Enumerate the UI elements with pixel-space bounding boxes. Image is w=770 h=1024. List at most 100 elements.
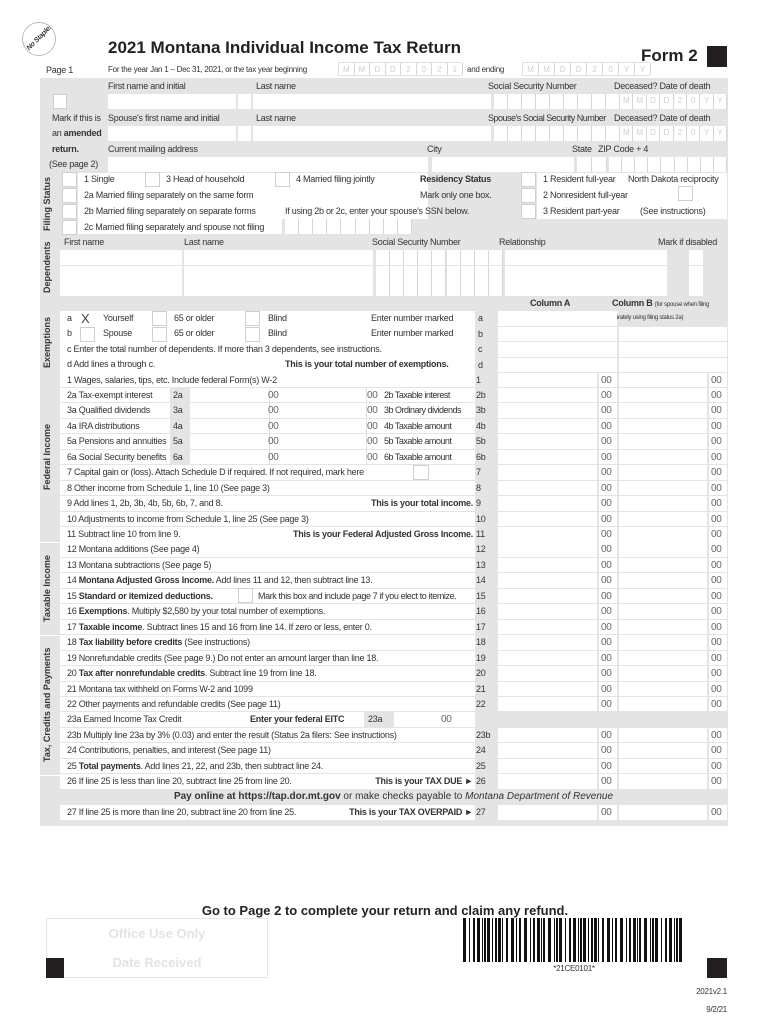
digit-cell[interactable] bbox=[488, 281, 503, 297]
digit-cell[interactable] bbox=[592, 94, 606, 109]
digit-cell[interactable]: 0 bbox=[686, 126, 701, 141]
column-a-cents-input[interactable] bbox=[599, 650, 617, 666]
digit-cell[interactable] bbox=[397, 219, 412, 234]
dependent-ssn-input[interactable] bbox=[376, 281, 503, 297]
column-a-cents-input[interactable] bbox=[599, 542, 617, 557]
digit-cell[interactable]: 0 bbox=[686, 94, 701, 109]
column-a-input[interactable] bbox=[498, 418, 597, 434]
digit-cell[interactable] bbox=[376, 265, 391, 281]
column-b-cents-input[interactable] bbox=[709, 573, 727, 588]
digit-cell[interactable]: 1 bbox=[447, 63, 463, 75]
column-a-cents-input[interactable] bbox=[599, 465, 617, 480]
column-b-input[interactable] bbox=[619, 681, 707, 696]
column-b-input[interactable] bbox=[619, 527, 707, 542]
column-b-input[interactable] bbox=[619, 604, 707, 619]
dependent-first-name-input[interactable] bbox=[60, 265, 182, 281]
filing-status-1-checkbox[interactable] bbox=[62, 172, 77, 187]
residency-1-checkbox[interactable] bbox=[521, 172, 536, 187]
column-b-input[interactable] bbox=[619, 387, 707, 403]
column-b-input[interactable] bbox=[619, 573, 707, 588]
yourself-checkbox[interactable]: X bbox=[78, 311, 93, 326]
sub-column-b-input[interactable] bbox=[287, 449, 367, 465]
digit-cell[interactable] bbox=[460, 265, 475, 281]
ssn-input[interactable] bbox=[494, 94, 620, 109]
filing-status-2a-checkbox[interactable] bbox=[62, 188, 77, 203]
digit-cell[interactable] bbox=[661, 157, 675, 172]
column-a-input[interactable] bbox=[498, 696, 597, 712]
spouse-last-name-input[interactable] bbox=[253, 126, 491, 141]
column-b-input[interactable] bbox=[619, 465, 707, 480]
exemption-column-a-input[interactable] bbox=[498, 357, 617, 372]
column-a-cents-input[interactable] bbox=[599, 666, 617, 681]
digit-cell[interactable]: M bbox=[620, 94, 634, 109]
digit-cell[interactable] bbox=[299, 219, 314, 234]
digit-cell[interactable] bbox=[474, 281, 489, 297]
dependent-first-name-input[interactable] bbox=[60, 281, 182, 297]
digit-cell[interactable] bbox=[577, 157, 592, 172]
column-a-input[interactable] bbox=[498, 774, 597, 789]
column-b-cents-input[interactable] bbox=[709, 604, 727, 619]
column-a-cents-input[interactable] bbox=[599, 403, 617, 418]
digit-cell[interactable] bbox=[390, 265, 405, 281]
line-7-checkbox[interactable] bbox=[413, 465, 429, 481]
yourself-65-checkbox[interactable] bbox=[152, 311, 167, 326]
amended-checkbox[interactable] bbox=[53, 94, 67, 109]
digit-cell[interactable] bbox=[446, 265, 461, 281]
digit-cell[interactable] bbox=[606, 126, 620, 141]
digit-cell[interactable] bbox=[564, 126, 578, 141]
digit-cell[interactable] bbox=[383, 219, 398, 234]
spouse-ssn-input[interactable] bbox=[494, 126, 620, 141]
dependent-ssn-input[interactable] bbox=[376, 265, 503, 281]
digit-cell[interactable]: Y bbox=[713, 126, 727, 141]
digit-cell[interactable] bbox=[494, 94, 508, 109]
state-input[interactable] bbox=[577, 157, 607, 172]
column-a-input[interactable] bbox=[498, 681, 597, 696]
digit-cell[interactable] bbox=[474, 250, 489, 265]
column-b-input[interactable] bbox=[619, 372, 707, 387]
digit-cell[interactable] bbox=[578, 126, 592, 141]
digit-cell[interactable]: 2 bbox=[673, 94, 687, 109]
filing-status-2b-checkbox[interactable] bbox=[62, 204, 77, 219]
column-a-cents-input[interactable] bbox=[599, 434, 617, 449]
digit-cell[interactable]: D bbox=[646, 94, 661, 109]
column-b-cents-input[interactable] bbox=[709, 635, 727, 650]
sub-column-a-input[interactable] bbox=[190, 434, 270, 449]
digit-cell[interactable] bbox=[687, 157, 701, 172]
sub-column-b-input[interactable] bbox=[287, 434, 367, 449]
dependent-relationship-input[interactable] bbox=[505, 265, 667, 281]
column-b-cents-input[interactable] bbox=[709, 557, 727, 573]
column-b-input[interactable] bbox=[619, 542, 707, 557]
column-b-cents-input[interactable] bbox=[709, 619, 727, 635]
digit-cell[interactable] bbox=[592, 157, 607, 172]
digit-cell[interactable] bbox=[648, 157, 662, 172]
exemption-column-b-input[interactable] bbox=[619, 326, 727, 341]
digit-cell[interactable] bbox=[432, 265, 447, 281]
digit-cell[interactable] bbox=[285, 219, 300, 234]
column-b-input[interactable] bbox=[619, 496, 707, 511]
column-b-cents-input[interactable] bbox=[709, 465, 727, 480]
digit-cell[interactable]: 2 bbox=[401, 63, 417, 75]
column-a-cents-input[interactable] bbox=[599, 372, 617, 387]
column-b-input[interactable] bbox=[619, 743, 707, 758]
digit-cell[interactable] bbox=[536, 94, 550, 109]
column-b-cents-input[interactable] bbox=[709, 496, 727, 511]
column-a-cents-input[interactable] bbox=[599, 588, 617, 604]
digit-cell[interactable] bbox=[390, 281, 405, 297]
sub-column-b-input[interactable] bbox=[287, 387, 367, 403]
column-a-input[interactable] bbox=[498, 557, 597, 573]
column-a-cents-input[interactable] bbox=[599, 619, 617, 635]
column-b-input[interactable] bbox=[619, 511, 707, 527]
digit-cell[interactable] bbox=[418, 250, 433, 265]
digit-cell[interactable] bbox=[341, 219, 356, 234]
column-b-input[interactable] bbox=[619, 434, 707, 449]
digit-cell[interactable] bbox=[432, 281, 447, 297]
filing-status-2c-checkbox[interactable] bbox=[62, 220, 77, 235]
middle-initial-input[interactable] bbox=[238, 94, 251, 109]
column-a-cents-input[interactable] bbox=[599, 635, 617, 650]
sub-column-b-input[interactable] bbox=[287, 403, 367, 418]
column-a-input[interactable] bbox=[498, 805, 597, 820]
spouse-first-name-input[interactable] bbox=[108, 126, 236, 141]
digit-cell[interactable] bbox=[550, 126, 564, 141]
column-b-input[interactable] bbox=[619, 403, 707, 418]
